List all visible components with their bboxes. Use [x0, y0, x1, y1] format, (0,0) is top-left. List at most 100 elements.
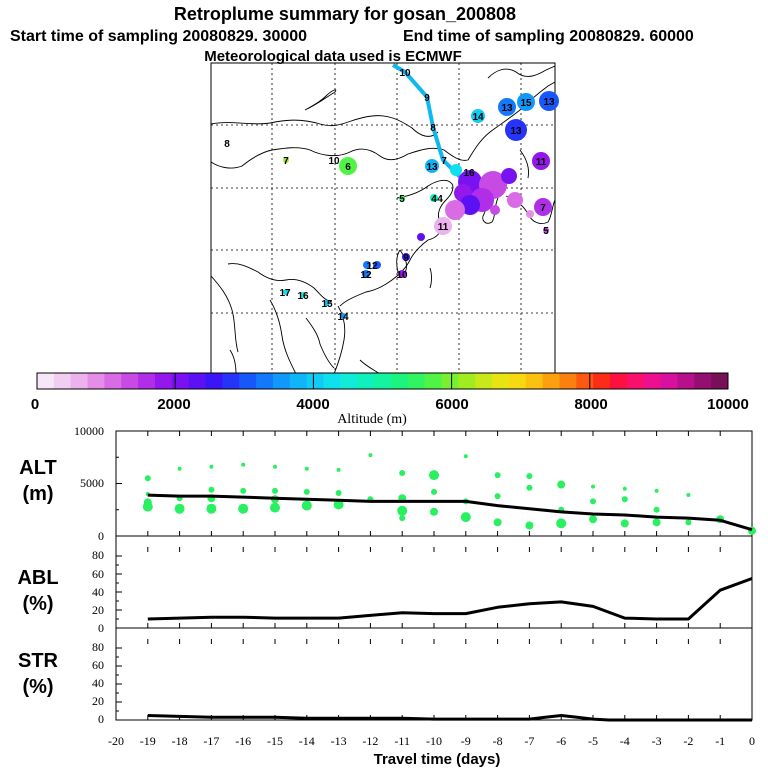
alt-cluster-point	[525, 521, 534, 530]
x-tick-label: -19	[140, 734, 156, 748]
colorbar-swatch	[323, 373, 341, 389]
alt-cluster-point	[177, 466, 182, 471]
colorbar-swatch	[121, 373, 139, 389]
alt-cluster-point	[272, 487, 278, 494]
alt-cluster-point	[494, 472, 501, 479]
trajectory-label-7: 7	[441, 156, 447, 167]
colorbar-tick-8000: 8000	[574, 396, 607, 413]
alt-cluster-point	[304, 466, 309, 471]
cluster-marker	[517, 93, 535, 111]
cluster-marker	[399, 195, 405, 201]
alt-panel-unit: (m)	[22, 483, 53, 505]
alt-cluster-point	[241, 462, 246, 467]
alt-cluster-point	[557, 480, 566, 489]
colorbar-swatch	[205, 373, 223, 389]
str-ytick-80: 80	[92, 640, 104, 654]
cluster-label: 6	[345, 162, 351, 173]
abl-line	[147, 577, 753, 621]
alt-cluster-point	[591, 484, 595, 489]
alt-cluster-point	[142, 501, 153, 512]
x-tick-label: -11	[394, 734, 410, 748]
alt-cluster-point	[336, 467, 341, 472]
cluster-marker	[505, 119, 527, 141]
alt-cluster-point	[206, 503, 217, 514]
x-tick-label: -7	[524, 734, 534, 748]
alt-cluster-point	[270, 502, 280, 513]
alt-cluster-point	[460, 512, 471, 523]
cluster-label: 13	[501, 103, 513, 114]
trajectory-day-labels: 10 9 8 7	[399, 68, 447, 167]
colorbar-swatch	[374, 373, 392, 389]
colorbar-swatch	[256, 373, 274, 389]
alt-cluster-point	[209, 464, 214, 469]
colorbar-swatch	[542, 373, 560, 389]
x-tick-label: -15	[267, 734, 283, 748]
colorbar-swatch	[492, 373, 510, 389]
cluster-marker	[532, 152, 550, 170]
colorbar-swatch	[154, 373, 173, 389]
cluster-marker	[507, 192, 523, 208]
cluster-marker	[501, 168, 517, 184]
colorbar-swatch	[559, 373, 577, 389]
colorbar-tick-6000: 6000	[435, 396, 468, 413]
colorbar-tick-2000: 2000	[157, 396, 190, 413]
cluster-marker	[490, 205, 500, 215]
cluster-marker	[498, 98, 516, 116]
x-tick-label: -14	[299, 734, 315, 748]
colorbar-swatch	[70, 373, 89, 389]
trajectory-label-10: 10	[399, 68, 411, 79]
alt-cluster-point	[654, 488, 659, 493]
colorbar-swatch	[188, 373, 207, 389]
cluster-marker	[283, 157, 289, 163]
colorbar-swatch	[357, 373, 375, 389]
alt-cluster-point	[397, 505, 408, 516]
alt-cluster-point	[399, 515, 406, 522]
colorbar-swatch	[694, 373, 712, 389]
colorbar-swatch	[272, 373, 291, 389]
cluster-label: 7	[540, 203, 546, 214]
colorbar-swatch	[222, 373, 240, 389]
alt-ytick-10000: 10000	[74, 424, 104, 438]
cluster-marker	[373, 261, 381, 269]
cluster-marker	[340, 313, 346, 319]
colorbar-swatch	[138, 373, 156, 389]
colorbar-swatch	[626, 373, 645, 389]
cluster-label: 14	[337, 312, 349, 323]
cluster-marker	[430, 194, 438, 202]
alt-cluster-point	[556, 518, 567, 529]
x-tick-label: -8	[493, 734, 503, 748]
x-tick-label: -9	[461, 734, 471, 748]
colorbar-swatch	[37, 373, 55, 389]
cluster-marker	[543, 227, 549, 233]
colorbar-swatch	[508, 373, 527, 389]
cluster-marker	[539, 91, 559, 111]
colorbar-swatch	[390, 373, 409, 389]
alt-cluster-point	[589, 515, 597, 524]
cluster-marker	[362, 270, 370, 278]
colorbar-tick-0: 0	[31, 396, 39, 413]
alt-cluster-point	[526, 473, 533, 480]
alt-cluster-point	[653, 506, 660, 513]
x-tick-label: -4	[620, 734, 630, 748]
cluster-marker	[283, 289, 289, 295]
alt-cluster-point	[463, 454, 468, 459]
colorbar-swatch	[424, 373, 442, 389]
abl-ytick-labels: 80 60 40 20 0	[92, 548, 104, 635]
colorbar-swatch	[53, 373, 72, 389]
abl-ytick-80: 80	[92, 548, 104, 562]
cluster-label: 16	[297, 291, 309, 302]
cluster-marker	[339, 157, 357, 175]
cluster-marker	[363, 261, 371, 269]
colorbar-tick-4000: 4000	[296, 396, 329, 413]
chart-title: Retroplume summary for gosan_200808	[174, 4, 516, 24]
alt-cluster-point	[590, 498, 596, 505]
alt-cluster-point	[622, 486, 627, 491]
cluster-marker	[398, 270, 406, 278]
alt-cluster-point	[368, 453, 373, 458]
trajectory-label-9: 9	[424, 93, 430, 104]
abl-panel-label: ABL	[17, 567, 58, 589]
colorbar-swatch	[643, 373, 662, 389]
str-panel-label: STR	[18, 650, 59, 672]
